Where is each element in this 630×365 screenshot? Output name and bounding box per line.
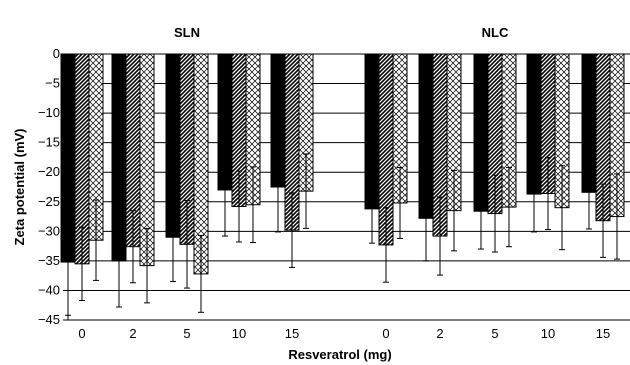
group-title-sln: SLN: [174, 25, 200, 40]
y-axis-title: Zeta potential (mV): [12, 128, 27, 245]
x-tick-label: 10: [232, 326, 246, 341]
y-tick-label: −45: [38, 312, 60, 327]
y-tick-label: −5: [45, 76, 60, 91]
x-tick-label: 0: [382, 326, 389, 341]
labels: 0 −5 −10 −15 −20 −25 −30 −35 −40 −45 0 2 5 10 15 0 2 5 10 1…: [38, 46, 610, 341]
x-tick-label: 2: [436, 326, 443, 341]
y-tick-label: −10: [38, 105, 60, 120]
y-tick-label: −35: [38, 253, 60, 268]
x-axis-title: Resveratrol (mg): [288, 347, 391, 362]
bars: [60, 53, 625, 275]
y-tick-label: −30: [38, 223, 60, 238]
x-tick-label: 15: [285, 326, 299, 341]
x-tick-label: 10: [541, 326, 555, 341]
y-tick-label: −15: [38, 135, 60, 150]
y-tick-label: 0: [53, 46, 60, 61]
x-tick-label: 5: [491, 326, 498, 341]
x-tick-label: 2: [129, 326, 136, 341]
x-tick-label: 0: [78, 326, 85, 341]
y-tick-label: −40: [38, 282, 60, 297]
y-tick-label: −20: [38, 164, 60, 179]
gridlines: [68, 53, 630, 321]
x-tick-label: 15: [596, 326, 610, 341]
axes: [63, 53, 69, 321]
error-bars: [65, 141, 620, 316]
group-title-nlc: NLC: [482, 25, 509, 40]
x-tick-label: 5: [183, 326, 190, 341]
y-tick-label: −25: [38, 194, 60, 209]
